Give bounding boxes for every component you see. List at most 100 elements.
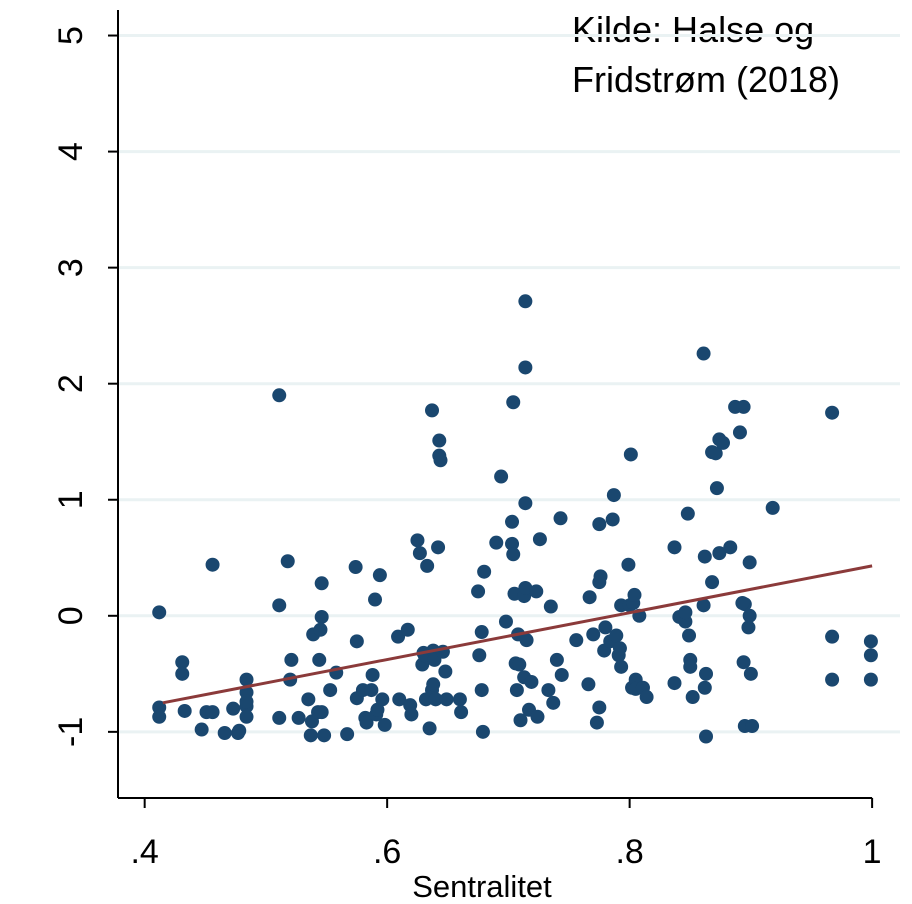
- point: [205, 705, 220, 720]
- point: [152, 709, 167, 724]
- point: [863, 634, 878, 649]
- x-tick-label: .4: [130, 833, 158, 871]
- point: [518, 360, 533, 375]
- point: [543, 599, 558, 614]
- point: [368, 592, 383, 607]
- point: [426, 677, 441, 692]
- point: [549, 652, 564, 667]
- point: [605, 512, 620, 527]
- point: [303, 728, 318, 743]
- point: [639, 690, 654, 705]
- point: [454, 705, 469, 720]
- y-tick-label: -1: [52, 717, 90, 747]
- point: [683, 659, 698, 674]
- point: [400, 622, 415, 637]
- point: [541, 683, 556, 698]
- point: [715, 435, 730, 450]
- point: [177, 703, 192, 718]
- point: [505, 514, 520, 529]
- point: [314, 705, 329, 720]
- x-axis-title: Sentralitet: [412, 869, 552, 904]
- point: [372, 568, 387, 583]
- point: [667, 676, 682, 691]
- point: [438, 664, 453, 679]
- x-tick-label: 1: [863, 833, 882, 871]
- point: [323, 683, 338, 698]
- point: [340, 727, 355, 742]
- y-tick-label: 2: [52, 374, 90, 393]
- y-tick-label: 0: [52, 606, 90, 625]
- point: [680, 506, 695, 521]
- point: [509, 683, 524, 698]
- point: [825, 629, 840, 644]
- point: [498, 614, 513, 629]
- point: [494, 469, 509, 484]
- point: [314, 609, 329, 624]
- point: [518, 496, 533, 511]
- point: [391, 629, 406, 644]
- point: [524, 674, 539, 689]
- point: [272, 710, 287, 725]
- point: [425, 403, 440, 418]
- point: [420, 558, 435, 573]
- y-tick-label: 3: [52, 258, 90, 277]
- point: [529, 584, 544, 599]
- point: [682, 628, 697, 643]
- point: [696, 598, 711, 613]
- point: [280, 554, 295, 569]
- point: [696, 346, 711, 361]
- point: [232, 723, 247, 738]
- point: [239, 694, 254, 709]
- point: [512, 657, 527, 672]
- point: [623, 447, 638, 462]
- point: [825, 405, 840, 420]
- point: [532, 532, 547, 547]
- point: [452, 692, 467, 707]
- point: [365, 667, 380, 682]
- point: [825, 672, 840, 687]
- point: [370, 702, 385, 717]
- point: [392, 692, 407, 707]
- point: [736, 655, 751, 670]
- point: [505, 536, 520, 551]
- point: [593, 569, 608, 584]
- point: [743, 666, 758, 681]
- point: [745, 719, 760, 734]
- point: [589, 715, 604, 730]
- point: [765, 500, 780, 515]
- point: [712, 546, 727, 561]
- point: [612, 641, 627, 656]
- point: [519, 633, 534, 648]
- point: [428, 692, 443, 707]
- point: [194, 722, 209, 737]
- point: [404, 707, 419, 722]
- point: [239, 709, 254, 724]
- point: [349, 634, 364, 649]
- point: [217, 726, 232, 741]
- fit-line: [162, 564, 873, 705]
- point: [312, 652, 327, 667]
- point: [431, 540, 446, 555]
- y-tick-label: 5: [52, 26, 90, 45]
- point: [410, 533, 425, 548]
- point: [609, 628, 624, 643]
- point: [863, 672, 878, 687]
- point: [592, 700, 607, 715]
- point: [477, 564, 492, 579]
- point: [313, 622, 328, 637]
- point: [736, 399, 751, 414]
- point: [205, 557, 220, 572]
- point: [152, 605, 167, 620]
- point: [474, 625, 489, 640]
- point: [412, 546, 427, 561]
- point: [732, 425, 747, 440]
- point: [348, 560, 363, 575]
- x-tick-label: .8: [615, 833, 643, 871]
- x-tick-label: .6: [373, 833, 401, 871]
- point: [742, 608, 757, 623]
- point: [530, 709, 545, 724]
- point: [291, 710, 306, 725]
- point: [697, 549, 712, 564]
